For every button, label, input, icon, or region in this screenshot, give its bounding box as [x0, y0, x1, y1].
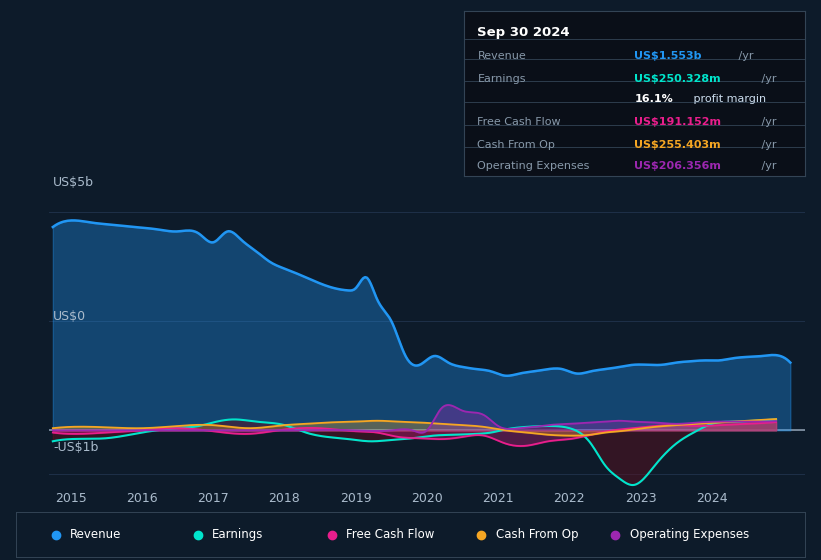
Text: Operating Expenses: Operating Expenses — [630, 528, 749, 542]
Text: Cash From Op: Cash From Op — [496, 528, 578, 542]
Text: 16.1%: 16.1% — [635, 94, 673, 104]
Text: Operating Expenses: Operating Expenses — [478, 161, 589, 171]
Text: US$5b: US$5b — [53, 176, 94, 189]
Text: Sep 30 2024: Sep 30 2024 — [478, 26, 570, 39]
Text: /yr: /yr — [736, 51, 754, 61]
Text: Revenue: Revenue — [70, 528, 122, 542]
Text: profit margin: profit margin — [690, 94, 767, 104]
Text: US$206.356m: US$206.356m — [635, 161, 721, 171]
Text: /yr: /yr — [758, 117, 777, 127]
Text: Cash From Op: Cash From Op — [478, 140, 555, 150]
Text: Earnings: Earnings — [212, 528, 264, 542]
Text: /yr: /yr — [758, 161, 777, 171]
Text: US$191.152m: US$191.152m — [635, 117, 721, 127]
Text: US$1.553b: US$1.553b — [635, 51, 702, 61]
Text: Free Cash Flow: Free Cash Flow — [346, 528, 434, 542]
Text: Earnings: Earnings — [478, 74, 526, 84]
Text: US$250.328m: US$250.328m — [635, 74, 721, 84]
Text: -US$1b: -US$1b — [53, 441, 99, 454]
Text: Free Cash Flow: Free Cash Flow — [478, 117, 561, 127]
Text: /yr: /yr — [758, 140, 777, 150]
Text: US$0: US$0 — [53, 310, 86, 323]
Text: US$255.403m: US$255.403m — [635, 140, 721, 150]
Text: /yr: /yr — [758, 74, 777, 84]
Text: Revenue: Revenue — [478, 51, 526, 61]
